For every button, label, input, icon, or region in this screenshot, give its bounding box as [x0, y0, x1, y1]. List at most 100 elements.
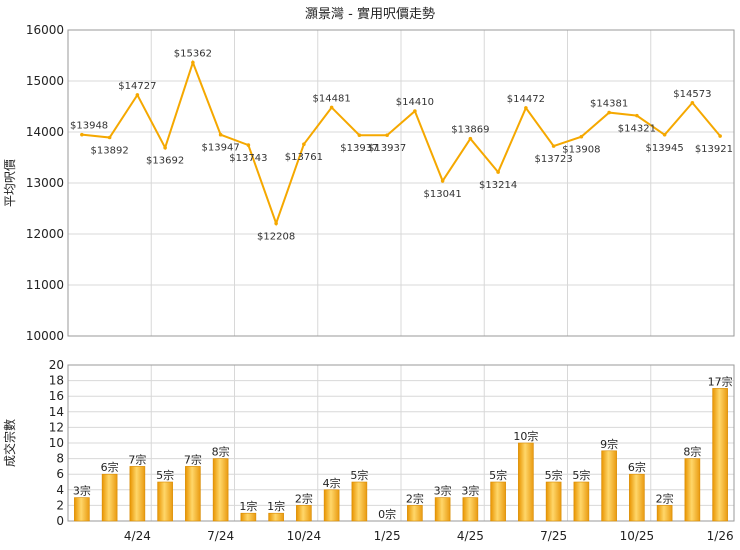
count-bar-label: 6宗 — [628, 460, 646, 474]
count-bar-label: 8宗 — [683, 445, 701, 459]
price-point — [662, 133, 667, 137]
count-x-tick-label: 1/26 — [707, 529, 734, 543]
count-bar-label: 10宗 — [513, 429, 538, 443]
count-bar — [129, 466, 146, 522]
price-point-label: $15362 — [174, 49, 212, 60]
count-bar — [434, 497, 451, 522]
count-bar-label: 3宗 — [434, 484, 452, 498]
count-bar — [101, 473, 118, 522]
count-bar — [157, 481, 173, 522]
price-point-label: $14727 — [118, 81, 156, 92]
count-y-tick-label: 12 — [49, 420, 64, 434]
count-bar-label: 5宗 — [489, 468, 507, 482]
price-point-label: $13937 — [340, 143, 378, 154]
count-bar — [490, 481, 506, 522]
price-point-label: $13892 — [91, 146, 129, 157]
price-point — [274, 221, 278, 226]
price-point-label: $13743 — [229, 153, 267, 164]
count-bar — [545, 481, 562, 522]
price-y-tick-label: 12000 — [26, 227, 64, 241]
count-y-tick-label: 0 — [56, 514, 64, 528]
count-bar — [268, 512, 284, 522]
count-x-tick-label: 4/24 — [124, 529, 151, 543]
count-y-tick-label: 4 — [56, 483, 64, 497]
price-point-label: $14472 — [507, 94, 545, 105]
count-x-axis: 4/24 7/24 10/24 1/25 4/25 7/25 10/25 1/26 — [124, 529, 734, 543]
price-plot-frame — [67, 29, 735, 337]
price-point-label: $13723 — [535, 154, 573, 165]
count-y-tick-label: 14 — [49, 405, 64, 419]
count-bar-label: 7宗 — [128, 452, 146, 466]
count-y-tick-label: 10 — [49, 436, 64, 450]
price-point-label: $13041 — [424, 189, 462, 200]
price-y-tick-label: 13000 — [26, 176, 64, 190]
count-x-tick-label: 4/25 — [457, 529, 484, 543]
price-point — [579, 134, 584, 139]
count-bar-label: 2宗 — [656, 491, 674, 505]
price-point — [302, 142, 306, 146]
count-x-tick-label: 7/24 — [207, 529, 234, 543]
count-y-tick-label: 6 — [56, 467, 64, 481]
count-bar — [518, 442, 534, 522]
price-point — [357, 133, 362, 138]
price-point-label: $13761 — [285, 152, 323, 163]
price-point — [718, 134, 722, 138]
price-point — [246, 143, 251, 147]
price-point — [496, 170, 500, 174]
price-point-labels: $13948$13892$14727$13692$15362$13947$137… — [70, 49, 733, 243]
count-bar — [407, 505, 423, 522]
price-point-label: $13948 — [70, 121, 108, 132]
price-point-label: $14321 — [618, 124, 656, 135]
count-bar — [712, 388, 728, 522]
price-point — [524, 106, 528, 110]
price-point-label: $14381 — [590, 99, 628, 110]
count-bar — [656, 505, 673, 522]
count-y-tick-label: 8 — [56, 452, 64, 466]
price-point-label: $14573 — [673, 89, 711, 100]
count-bar — [240, 512, 257, 522]
count-bar-label: 9宗 — [600, 437, 618, 451]
price-series-line — [81, 59, 721, 227]
count-bar-label: 0宗 — [378, 507, 396, 521]
count-bar — [351, 481, 368, 522]
count-bar-label: 7宗 — [184, 452, 202, 466]
count-bars: 3宗 6宗 7宗 5宗 7宗 8宗 1宗 1宗 2宗 4宗 5宗 0宗 2宗 3宗 3宗 5宗 10宗 5宗 5宗 9… — [73, 374, 733, 522]
price-point — [163, 145, 167, 150]
count-plot-frame — [67, 364, 735, 522]
price-point — [635, 113, 639, 118]
count-y-tick-label: 18 — [49, 374, 64, 388]
count-bar-label: 5宗 — [156, 468, 174, 482]
count-bar-label: 6宗 — [101, 460, 119, 474]
count-bar-label: 5宗 — [350, 468, 368, 482]
price-point-label: $13692 — [146, 156, 184, 167]
count-bar-label: 4宗 — [323, 476, 341, 490]
count-bar-label: 3宗 — [73, 484, 91, 498]
count-bar — [629, 473, 645, 522]
chart-title: 灝景灣 - 實用呎價走勢 — [305, 6, 435, 22]
count-x-tick-label: 7/25 — [540, 529, 567, 543]
price-gridlines — [68, 29, 734, 337]
price-point-label: $13214 — [479, 180, 517, 191]
price-chart: 10000 11000 12000 13000 14000 15000 16000 平均呎價… — [3, 23, 735, 343]
count-x-tick-label: 10/25 — [620, 529, 655, 543]
price-point — [551, 144, 556, 148]
count-bar — [74, 497, 90, 522]
price-point-label: $13921 — [695, 144, 733, 155]
price-point-label: $13937 — [368, 143, 406, 154]
count-bar — [185, 466, 201, 522]
count-y-axis-title: 成交宗數 — [2, 419, 17, 467]
count-y-tick-label: 2 — [56, 498, 64, 512]
price-y-axis-title: 平均呎價 — [3, 159, 17, 207]
count-bar-label: 5宗 — [572, 468, 590, 482]
price-point-label: $12208 — [257, 231, 295, 242]
price-point — [413, 109, 417, 113]
count-x-tick-label: 1/25 — [374, 529, 401, 543]
price-y-axis: 10000 11000 12000 13000 14000 15000 16000 — [26, 23, 64, 343]
price-point-label: $13869 — [451, 125, 489, 136]
price-point-label: $13947 — [202, 143, 240, 154]
price-point — [191, 60, 195, 65]
price-point-label: $14481 — [313, 93, 351, 104]
